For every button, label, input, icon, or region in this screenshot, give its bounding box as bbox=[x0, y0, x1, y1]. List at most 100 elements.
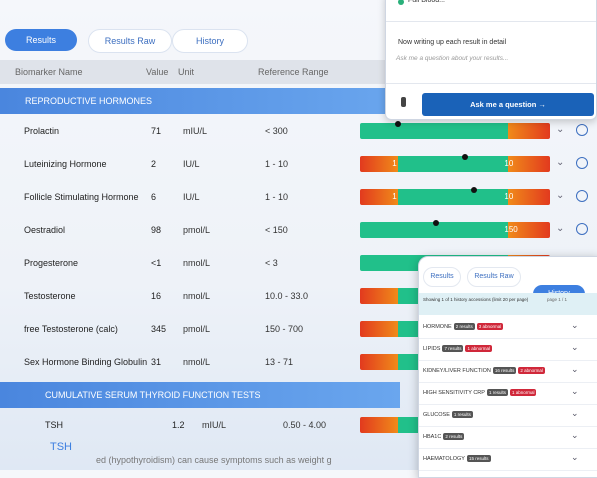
value: 16 bbox=[151, 291, 162, 301]
history-item[interactable]: LIPIDS 7 results 1 abnormal bbox=[423, 345, 492, 352]
history-item[interactable]: HORMONE 2 results 3 abnormal bbox=[423, 323, 504, 330]
unit: nmol/L bbox=[183, 291, 211, 301]
reference-range: 150 - 700 bbox=[265, 324, 304, 334]
chevron[interactable]: ⌄ bbox=[571, 320, 579, 330]
unit: nmol/L bbox=[183, 357, 211, 367]
item-name: HBA1C bbox=[423, 433, 442, 440]
column-header: Reference Range bbox=[258, 67, 329, 77]
expand[interactable]: ⌄ bbox=[556, 190, 565, 201]
expand[interactable]: ⌄ bbox=[556, 124, 565, 135]
status: Full Blood... bbox=[408, 0, 445, 4]
badge: 7 results bbox=[442, 345, 464, 352]
badge: 15 results bbox=[466, 455, 491, 462]
range-label: 10 bbox=[504, 159, 514, 168]
history-item[interactable]: HAEMATOLOGY 15 results bbox=[423, 455, 491, 462]
status-dot bbox=[398, 0, 404, 5]
divider bbox=[419, 338, 597, 339]
range-bar bbox=[360, 156, 550, 172]
detail-text: ed (hypothyroidism) can cause symptoms s… bbox=[96, 455, 332, 465]
chevron[interactable]: ⌄ bbox=[571, 452, 579, 462]
tab[interactable]: Results Raw bbox=[467, 267, 521, 287]
chevron[interactable]: ⌄ bbox=[571, 342, 579, 352]
expand[interactable]: ⌄ bbox=[556, 223, 565, 234]
item-name: GLUCOSE bbox=[423, 411, 450, 418]
table-header bbox=[0, 60, 400, 84]
badge: 2 abnormal bbox=[518, 367, 545, 374]
history-icon[interactable] bbox=[576, 190, 588, 202]
reference-range: 10.0 - 33.0 bbox=[265, 291, 309, 301]
divider bbox=[386, 83, 596, 84]
unit: mIU/L bbox=[183, 126, 208, 136]
divider bbox=[419, 448, 597, 449]
tab[interactable]: Results bbox=[423, 267, 461, 287]
unit: mIU/L bbox=[202, 420, 227, 430]
section-title: REPRODUCTIVE HORMONES bbox=[25, 96, 153, 106]
range-label: 1 bbox=[392, 159, 397, 168]
reference-range: < 300 bbox=[265, 126, 288, 136]
biomarker-name: free Testosterone (calc) bbox=[24, 324, 118, 334]
detail-title: TSH bbox=[50, 441, 72, 453]
value: 98 bbox=[151, 225, 162, 235]
tab[interactable]: History bbox=[172, 29, 248, 53]
badge: 16 results bbox=[492, 367, 517, 374]
range-label: 10 bbox=[504, 192, 514, 201]
reference-range: 0.50 - 4.00 bbox=[283, 420, 327, 430]
expand[interactable]: ⌄ bbox=[556, 157, 565, 168]
history-icon[interactable] bbox=[576, 124, 588, 136]
divider bbox=[419, 404, 597, 405]
input[interactable]: Ask me a question about your results... bbox=[396, 55, 509, 62]
value: 1.2 bbox=[172, 420, 185, 430]
reference-range: 13 - 71 bbox=[265, 357, 294, 367]
reference-range: < 3 bbox=[265, 258, 278, 268]
info: Showing 1 of 1 history accessions (limit… bbox=[423, 297, 529, 302]
history-item[interactable]: HBA1C 2 results bbox=[423, 433, 465, 440]
item-name: HIGH SENSITIVITY CRP bbox=[423, 389, 485, 396]
biomarker-name: Luteinizing Hormone bbox=[24, 159, 107, 169]
column-header: Biomarker Name bbox=[15, 67, 83, 77]
ask-button[interactable]: Ask me a question → bbox=[422, 93, 594, 116]
value: 31 bbox=[151, 357, 162, 367]
marker bbox=[471, 187, 477, 193]
message: Now writing up each result in detail bbox=[398, 39, 507, 46]
value: 345 bbox=[151, 324, 167, 334]
history-icon[interactable] bbox=[576, 157, 588, 169]
mic[interactable] bbox=[401, 97, 406, 107]
item-name: HORMONE bbox=[423, 323, 452, 330]
tab[interactable]: Results Raw bbox=[88, 29, 172, 53]
biomarker-name: TSH bbox=[45, 420, 63, 430]
reference-range: 1 - 10 bbox=[265, 159, 289, 169]
badge: 3 abnormal bbox=[476, 323, 504, 330]
range-bar bbox=[360, 222, 550, 238]
range-label: 150 bbox=[504, 225, 518, 234]
chevron[interactable]: ⌄ bbox=[571, 408, 579, 418]
badge: 1 abnormal bbox=[465, 345, 492, 352]
item-name: HAEMATOLOGY bbox=[423, 455, 465, 462]
item-name: KIDNEY/LIVER FUNCTION bbox=[423, 367, 491, 374]
marker bbox=[395, 121, 401, 127]
page: page 1 / 1 bbox=[547, 297, 568, 302]
chevron[interactable]: ⌄ bbox=[571, 430, 579, 440]
unit: IU/L bbox=[183, 192, 200, 202]
history-icon[interactable] bbox=[576, 223, 588, 235]
range-bar bbox=[360, 189, 550, 205]
range-label: 1 bbox=[392, 192, 397, 201]
unit: pmol/L bbox=[183, 225, 211, 235]
divider bbox=[419, 426, 597, 427]
unit: nmol/L bbox=[183, 258, 211, 268]
history-item[interactable]: GLUCOSE 1 results bbox=[423, 411, 473, 418]
history-item[interactable]: HIGH SENSITIVITY CRP 1 results 1 abnormal bbox=[423, 389, 537, 396]
tab[interactable]: Results bbox=[5, 29, 77, 51]
biomarker-name: Progesterone bbox=[24, 258, 79, 268]
section-header bbox=[0, 88, 400, 114]
unit: pmol/L bbox=[183, 324, 211, 334]
marker bbox=[433, 220, 439, 226]
biomarker-name: Testosterone bbox=[24, 291, 76, 301]
chevron[interactable]: ⌄ bbox=[571, 364, 579, 374]
history-item[interactable]: KIDNEY/LIVER FUNCTION 16 results 2 abnorma… bbox=[423, 367, 545, 374]
item-name: LIPIDS bbox=[423, 345, 441, 352]
unit: IU/L bbox=[183, 159, 200, 169]
chevron[interactable]: ⌄ bbox=[571, 386, 579, 396]
section-title: CUMULATIVE SERUM THYROID FUNCTION TESTS bbox=[45, 390, 261, 400]
